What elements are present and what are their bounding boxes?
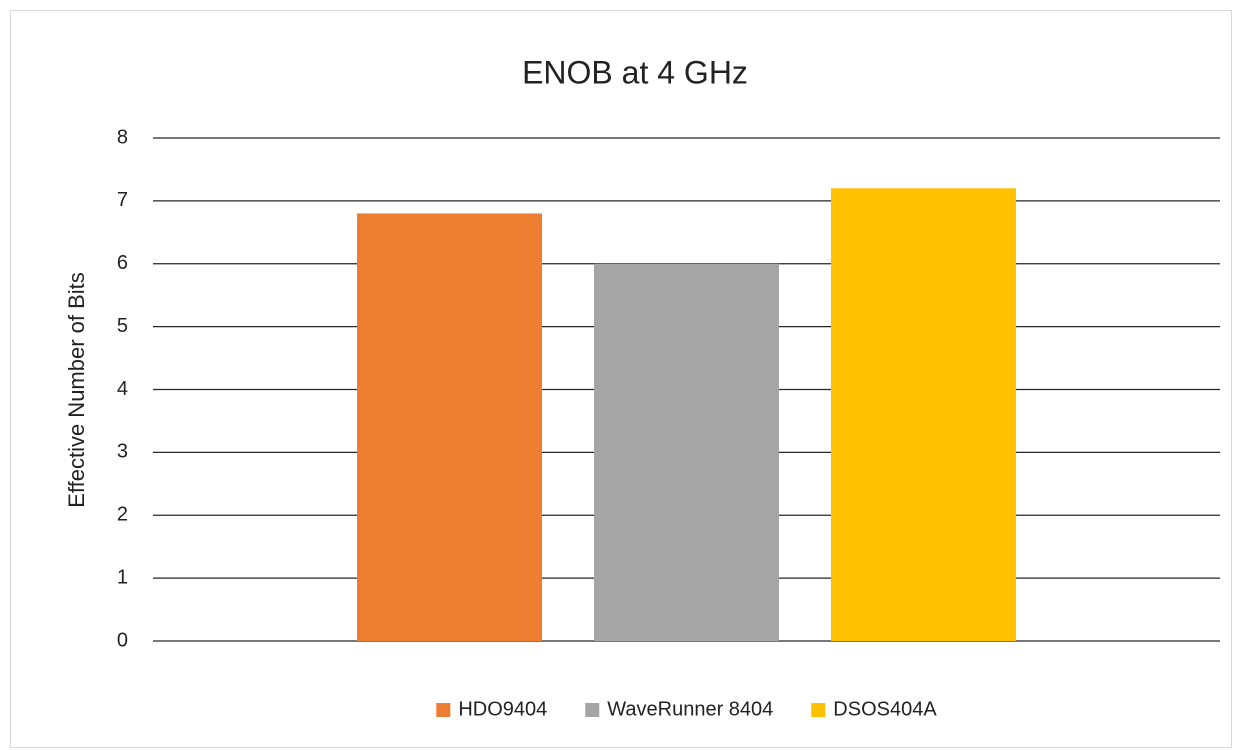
y-tick-label: 5: [117, 315, 128, 337]
y-tick-label: 7: [117, 189, 128, 211]
legend-label: HDO9404: [458, 698, 547, 720]
y-tick-label: 2: [117, 504, 128, 526]
y-tick-label: 3: [117, 441, 128, 463]
y-tick-label: 0: [117, 629, 128, 651]
y-tick-label: 1: [117, 566, 128, 588]
y-tick-label: 6: [117, 252, 128, 274]
bar: [831, 188, 1016, 642]
bar: [357, 213, 542, 641]
y-tick-label: 4: [117, 378, 128, 400]
bar: [594, 263, 779, 641]
legend-swatch: [436, 703, 451, 717]
legend-label: WaveRunner 8404: [607, 698, 773, 720]
chart-title: ENOB at 4 GHz: [522, 54, 748, 90]
y-tick-label: 8: [117, 126, 128, 148]
legend-swatch: [811, 703, 826, 717]
legend-swatch: [585, 703, 600, 717]
legend-label: DSOS404A: [833, 698, 937, 720]
y-axis-title: Effective Number of Bits: [64, 272, 89, 508]
